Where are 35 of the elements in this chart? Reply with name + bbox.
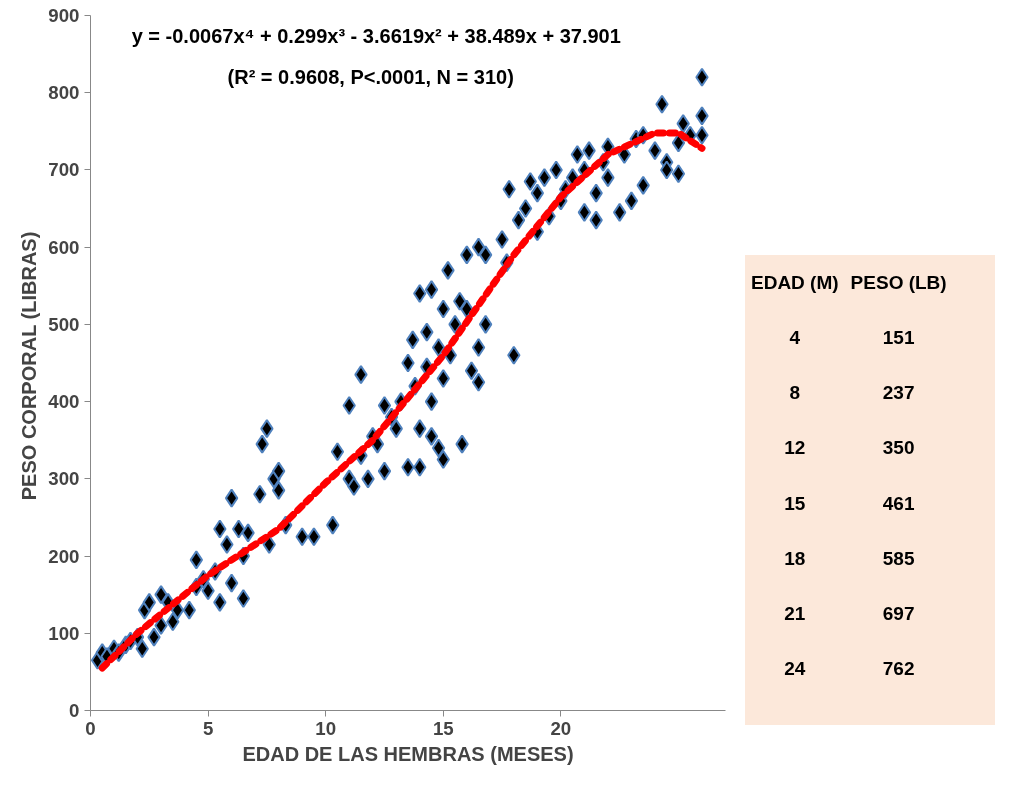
text: 21 bbox=[783, 601, 807, 626]
y-tick-label: 800 bbox=[48, 82, 80, 104]
text: 18 bbox=[783, 546, 807, 571]
text: 12 bbox=[783, 436, 807, 461]
x-axis-title: EDAD DE LAS HEMBRAS (MESES) bbox=[242, 742, 574, 765]
text: 15 bbox=[783, 491, 807, 516]
annotation: (R² = 0.9608, P<.0001, N = 310) bbox=[227, 65, 514, 88]
text: 4 bbox=[788, 326, 802, 351]
annotation: y = -0.0067x⁴ + 0.299x³ - 3.6619x² + 38.489x + 37.901 bbox=[131, 25, 621, 48]
text: 237 bbox=[881, 381, 916, 406]
y-tick-label: 900 bbox=[48, 5, 80, 26]
y-tick-label: 300 bbox=[48, 468, 80, 490]
y-tick-label: 0 bbox=[69, 700, 80, 721]
y-tick-label: 400 bbox=[48, 391, 80, 413]
text: 350 bbox=[881, 436, 916, 461]
y-tick-label: 600 bbox=[48, 236, 80, 258]
x-tick-label: 10 bbox=[315, 717, 337, 739]
text: 461 bbox=[881, 491, 916, 516]
text: 762 bbox=[881, 657, 916, 681]
text: EDAD (M) bbox=[750, 271, 840, 295]
text: 697 bbox=[881, 601, 916, 626]
y-tick-label: 500 bbox=[48, 313, 80, 335]
y-tick-label: 100 bbox=[48, 622, 80, 644]
text: 24 bbox=[783, 657, 807, 681]
x-tick-label: 20 bbox=[550, 717, 572, 739]
x-tick-label: 0 bbox=[85, 717, 96, 739]
text: 8 bbox=[788, 381, 802, 406]
y-axis-title: PESO CORPORAL (LIBRAS) bbox=[18, 231, 41, 501]
text: 585 bbox=[881, 546, 916, 571]
text: 151 bbox=[881, 326, 916, 351]
x-tick-label: 5 bbox=[202, 717, 214, 739]
x-tick-label: 15 bbox=[432, 717, 454, 739]
y-tick-label: 200 bbox=[48, 545, 80, 567]
text: PESO (LB) bbox=[849, 271, 948, 295]
y-tick-label: 700 bbox=[48, 159, 80, 181]
